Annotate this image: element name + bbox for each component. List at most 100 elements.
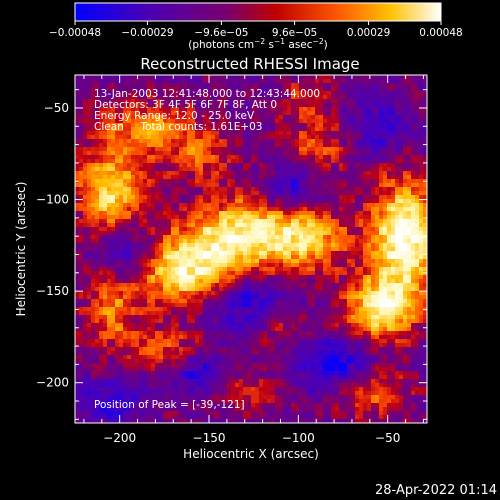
heatmap-cell [287,279,292,284]
heatmap-cell [219,111,224,116]
heatmap-cell [291,187,296,192]
heatmap-cell [147,235,152,240]
heatmap-cell [95,379,100,384]
heatmap-cell [255,183,260,188]
heatmap-cell [159,307,164,312]
heatmap-cell [295,103,300,108]
heatmap-cell [159,351,164,356]
heatmap-cell [147,223,152,228]
heatmap-cell [195,123,200,128]
heatmap-cell [167,295,172,300]
heatmap-cell [123,335,128,340]
heatmap-cell [223,355,228,360]
heatmap-cell [103,399,108,404]
heatmap-cell [295,247,300,252]
heatmap-cell [171,223,176,228]
heatmap-cell [255,387,260,392]
heatmap-cell [291,103,296,108]
heatmap-cell [163,363,168,368]
heatmap-cell [191,415,196,420]
heatmap-cell [227,231,232,236]
heatmap-cell [119,323,124,328]
heatmap-cell [271,167,276,172]
heatmap-cell [267,155,272,160]
heatmap-cell [203,315,208,320]
heatmap-cell [75,171,80,176]
heatmap-cell [239,339,244,344]
heatmap-cell [179,271,184,276]
heatmap-cell [83,403,88,408]
heatmap-cell [79,175,84,180]
heatmap-cell [119,383,124,388]
heatmap-cell [83,315,88,320]
heatmap-cell [215,219,220,224]
heatmap-cell [263,127,268,132]
heatmap-cell [95,83,100,88]
heatmap-cell [107,411,112,416]
heatmap-cell [259,227,264,232]
heatmap-cell [79,239,84,244]
heatmap-cell [99,271,104,276]
heatmap-cell [183,219,188,224]
heatmap-cell [187,255,192,260]
heatmap-cell [175,131,180,136]
heatmap-cell [227,415,232,420]
heatmap-cell [283,139,288,144]
heatmap-cell [295,287,300,292]
heatmap-cell [255,239,260,244]
heatmap-cell [147,127,152,132]
heatmap-cell [119,135,124,140]
heatmap-cell [183,255,188,260]
heatmap-cell [175,319,180,324]
heatmap-cell [243,307,248,312]
heatmap-cell [103,415,108,420]
heatmap-cell [283,407,288,412]
heatmap-cell [203,107,208,112]
heatmap-cell [255,115,260,120]
heatmap-cell [235,151,240,156]
heatmap-cell [287,111,292,116]
heatmap-cell [147,319,152,324]
heatmap-cell [291,143,296,148]
heatmap-cell [299,275,304,280]
heatmap-cell [147,111,152,116]
heatmap-cell [199,291,204,296]
heatmap-cell [199,415,204,420]
heatmap-cell [243,315,248,320]
heatmap-cell [303,131,308,136]
heatmap-cell [163,271,168,276]
heatmap-cell [239,159,244,164]
heatmap-cell [75,211,80,216]
heatmap-cell [275,411,280,416]
heatmap-cell [215,183,220,188]
heatmap-cell [151,191,156,196]
heatmap-cell [111,147,116,152]
heatmap-cell [259,287,264,292]
heatmap-cell [207,403,212,408]
heatmap-cell [211,175,216,180]
heatmap-cell [267,179,272,184]
heatmap-cell [287,251,292,256]
heatmap-cell [283,291,288,296]
heatmap-cell [75,407,80,412]
heatmap-cell [291,203,296,208]
heatmap-cell [267,139,272,144]
heatmap-cell [239,327,244,332]
heatmap-cell [231,119,236,124]
heatmap-cell [143,219,148,224]
heatmap-cell [191,311,196,316]
heatmap-cell [251,319,256,324]
heatmap-cell [263,83,268,88]
heatmap-cell [287,255,292,260]
heatmap-cell [235,255,240,260]
heatmap-cell [147,215,152,220]
heatmap-cell [291,287,296,292]
heatmap-cell [211,219,216,224]
heatmap-cell [251,399,256,404]
heatmap-cell [75,375,80,380]
heatmap-cell [191,103,196,108]
heatmap-cell [231,175,236,180]
heatmap-cell [275,219,280,224]
heatmap-cell [139,383,144,388]
heatmap-cell [287,183,292,188]
